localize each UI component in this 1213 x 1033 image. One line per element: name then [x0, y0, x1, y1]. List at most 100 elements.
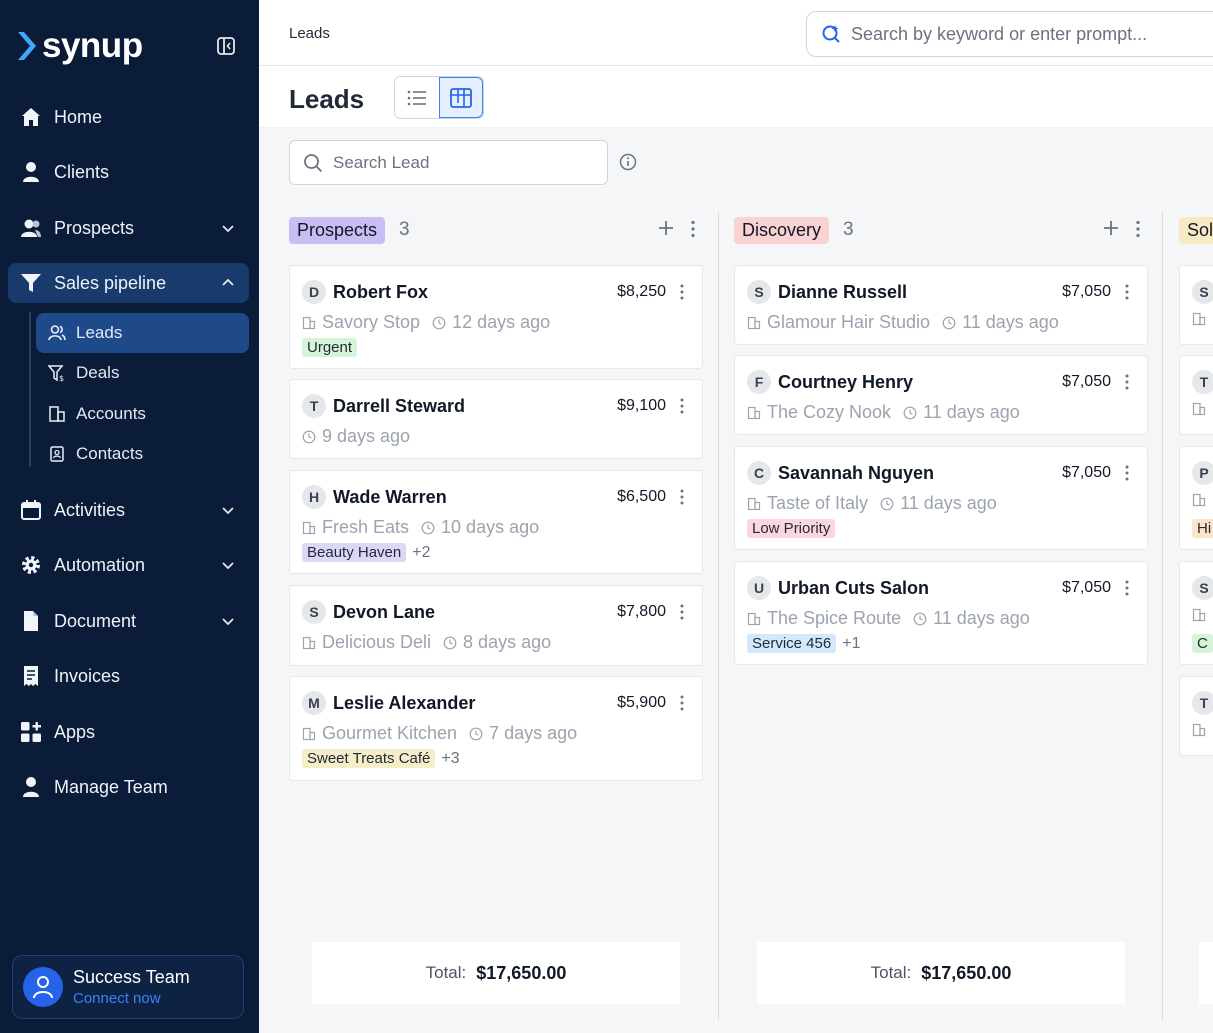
- lead-card[interactable]: S Dianne Russell $7,050 Glamour Hair Stud…: [734, 265, 1148, 345]
- breadcrumb[interactable]: Leads: [289, 25, 330, 42]
- lead-tag: Beauty Haven: [302, 543, 407, 562]
- total-label: Total:: [870, 963, 912, 982]
- lead-company: Delicious Deli: [322, 632, 432, 652]
- more-vertical-icon[interactable]: [1125, 465, 1129, 481]
- sidebar-subitem-deals[interactable]: $ Deals: [36, 353, 249, 393]
- column-total: Total: $17,650.00: [312, 942, 680, 1004]
- lead-amount: $5,900: [617, 694, 666, 711]
- lead-card[interactable]: D Robert Fox $8,250 Savory Stop 12 days ag…: [289, 265, 703, 369]
- sidebar-item-clients[interactable]: Clients: [8, 152, 249, 192]
- success-team-card[interactable]: Success Team Connect now: [12, 955, 244, 1019]
- lead-card[interactable]: H Wade Warren $6,500 Fresh Eats 10 days ag…: [289, 470, 703, 574]
- synup-logo[interactable]: synup: [16, 26, 143, 66]
- sidebar-item-automation[interactable]: Automation: [8, 545, 249, 585]
- global-search-input[interactable]: [851, 23, 1211, 45]
- sidebar-subitem-label: Deals: [76, 363, 120, 382]
- sidebar-item-sales-pipeline[interactable]: Sales pipeline: [8, 263, 249, 303]
- lead-card[interactable]: T: [1179, 355, 1213, 435]
- lead-card[interactable]: S: [1179, 265, 1213, 345]
- contact-card-icon: [48, 445, 66, 463]
- lead-time: 11 days ago: [900, 493, 997, 513]
- more-tags-count[interactable]: +1: [842, 634, 861, 652]
- invoice-icon: [20, 665, 42, 687]
- lead-company: Savory Stop: [322, 312, 421, 332]
- lead-card[interactable]: T: [1179, 676, 1213, 756]
- list-view-button[interactable]: [395, 77, 439, 118]
- page-title: Leads: [289, 84, 365, 114]
- avatar: S: [1192, 576, 1213, 600]
- more-vertical-icon[interactable]: [680, 604, 684, 620]
- building-icon: [302, 727, 316, 740]
- more-vertical-icon[interactable]: [680, 398, 684, 414]
- chevron-up-icon[interactable]: [221, 276, 235, 290]
- lead-company: The Cozy Nook: [767, 402, 892, 422]
- kanban-view-button[interactable]: [439, 77, 483, 118]
- connect-now-link[interactable]: Connect now: [73, 990, 161, 1007]
- lead-amount: $7,050: [1062, 283, 1111, 300]
- column-count: 3: [399, 219, 410, 240]
- document-icon: [20, 610, 42, 632]
- synup-chevron-icon: [18, 32, 36, 60]
- sidebar-item-invoices[interactable]: Invoices: [8, 656, 249, 696]
- more-tags-count[interactable]: +2: [412, 543, 431, 561]
- lead-card[interactable]: U Urban Cuts Salon $7,050 The Spice Route…: [734, 561, 1148, 665]
- search-lead-input[interactable]: [333, 152, 593, 173]
- lead-card[interactable]: F Courtney Henry $7,050 The Cozy Nook 11 d…: [734, 355, 1148, 435]
- chevron-down-icon[interactable]: [221, 503, 235, 517]
- lead-company: The Spice Route: [767, 608, 902, 628]
- more-vertical-icon[interactable]: [1125, 580, 1129, 596]
- more-vertical-icon[interactable]: [680, 489, 684, 505]
- lead-card[interactable]: S Devon Lane $7,800 Delicious Deli 8 days …: [289, 585, 703, 666]
- more-vertical-icon[interactable]: [680, 695, 684, 711]
- ai-search-icon: [822, 25, 840, 43]
- sidebar-subitem-accounts[interactable]: Accounts: [36, 394, 249, 434]
- sidebar-subitem-label: Leads: [76, 323, 123, 342]
- more-vertical-icon[interactable]: [680, 284, 684, 300]
- more-vertical-icon[interactable]: [1125, 284, 1129, 300]
- lead-card[interactable]: M Leslie Alexander $5,900 Gourmet Kitchen…: [289, 676, 703, 781]
- lead-tag: Sweet Treats Café: [302, 749, 436, 768]
- sidebar-item-activities[interactable]: Activities: [8, 490, 249, 530]
- sidebar-item-prospects[interactable]: Prospects: [8, 208, 249, 248]
- more-vertical-icon[interactable]: [1125, 374, 1129, 390]
- lead-name: Dianne Russell: [778, 281, 908, 302]
- add-lead-icon[interactable]: [658, 220, 674, 236]
- avatar: S: [747, 280, 771, 304]
- sidebar-subitem-contacts[interactable]: Contacts: [36, 434, 249, 474]
- sidebar-item-label: Apps: [54, 721, 96, 742]
- building-icon: [747, 497, 761, 510]
- chevron-down-icon[interactable]: [221, 558, 235, 572]
- sidebar-item-home[interactable]: Home: [8, 97, 249, 137]
- clock-icon: [421, 521, 435, 534]
- sidebar-item-label: Activities: [54, 499, 126, 520]
- sidebar-collapse-icon[interactable]: [216, 36, 236, 56]
- global-search[interactable]: [806, 11, 1213, 57]
- building-icon: [1192, 608, 1206, 622]
- add-lead-icon[interactable]: [1103, 220, 1119, 236]
- sidebar-item-manage-team[interactable]: Manage Team: [8, 767, 249, 807]
- clock-icon: [302, 430, 316, 443]
- lead-card[interactable]: P Hi: [1179, 446, 1213, 550]
- lead-amount: $7,050: [1062, 579, 1111, 596]
- more-tags-count[interactable]: +3: [441, 749, 460, 767]
- more-vertical-icon[interactable]: [1135, 220, 1141, 238]
- column-title: Prospects: [289, 216, 386, 244]
- building-icon: [1192, 402, 1206, 416]
- search-lead[interactable]: [289, 140, 608, 185]
- lead-card[interactable]: C Savannah Nguyen $7,050 Taste of Italy 11…: [734, 446, 1148, 550]
- sidebar-item-document[interactable]: Document: [8, 601, 249, 641]
- home-icon: [20, 106, 42, 128]
- lead-amount: $6,500: [617, 488, 666, 505]
- info-icon[interactable]: [619, 153, 637, 171]
- sidebar-item-apps[interactable]: Apps: [8, 712, 249, 752]
- chevron-down-icon[interactable]: [221, 221, 235, 235]
- building-icon: [302, 636, 316, 649]
- chevron-down-icon[interactable]: [221, 614, 235, 628]
- more-vertical-icon[interactable]: [690, 220, 696, 238]
- sidebar-subitem-leads[interactable]: Leads: [36, 313, 249, 353]
- lead-card[interactable]: T Darrell Steward $9,100 9 days ago: [289, 379, 703, 459]
- lead-name: Darrell Steward: [333, 395, 466, 416]
- svg-text:$: $: [59, 374, 64, 382]
